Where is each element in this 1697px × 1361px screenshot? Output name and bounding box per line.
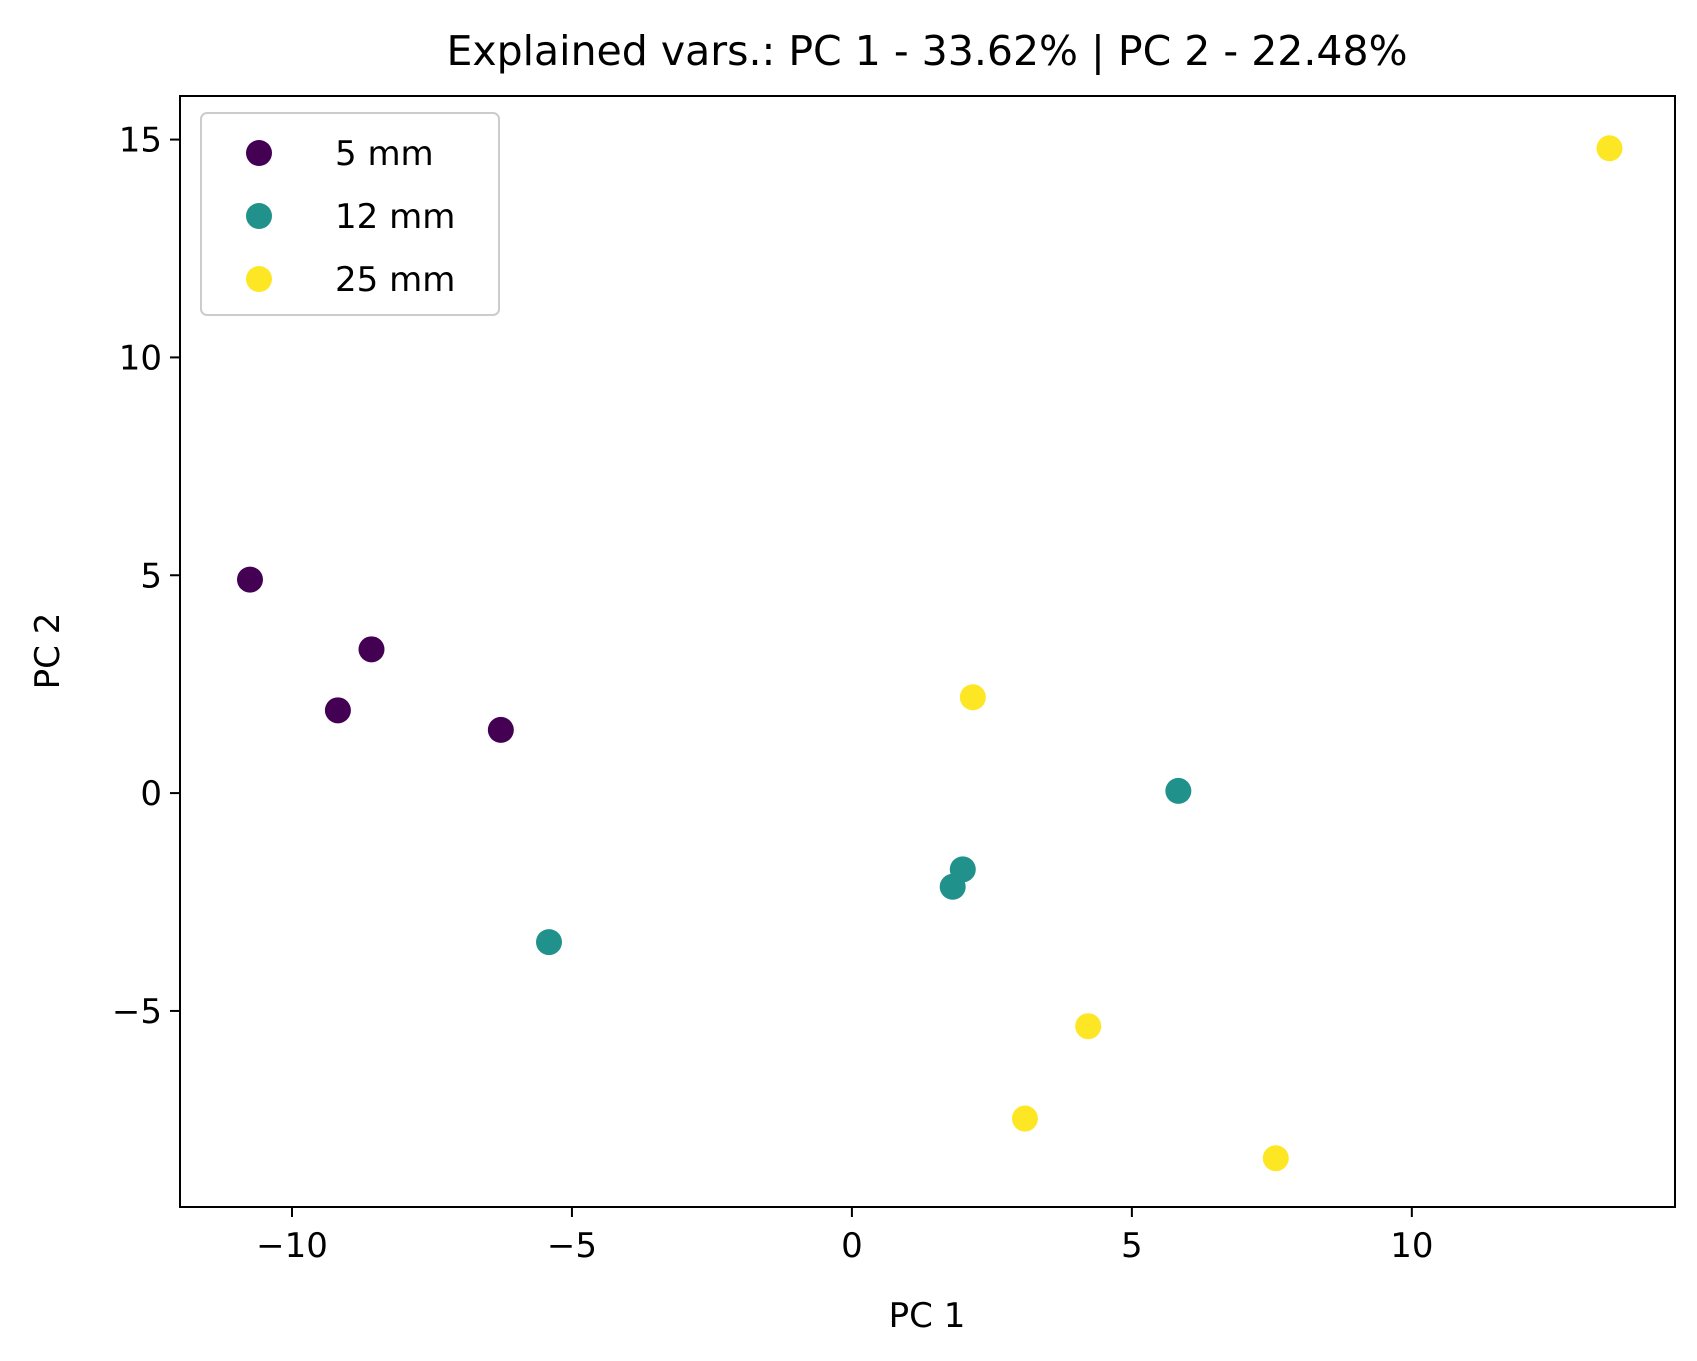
data-point <box>236 566 263 593</box>
legend-label: 5 mm <box>335 134 434 174</box>
series-12-mm <box>535 777 1192 956</box>
data-point <box>1011 1105 1038 1132</box>
data-point <box>358 636 385 663</box>
y-tick-label: −5 <box>112 992 162 1032</box>
series-25-mm <box>959 135 1623 1172</box>
x-tick-label: 10 <box>1390 1226 1433 1266</box>
legend-items: 5 mm 12 mm 25 mm <box>246 134 455 300</box>
legend-marker <box>246 266 272 292</box>
x-tick-label: −5 <box>547 1226 597 1266</box>
x-tick-label: 5 <box>1121 1226 1143 1266</box>
x-axis: −10 −5 0 5 10 <box>256 1207 1433 1266</box>
legend-marker <box>246 140 272 166</box>
data-point <box>1262 1145 1289 1172</box>
data-point <box>535 929 562 956</box>
legend-label: 25 mm <box>335 260 455 300</box>
x-tick-label: 0 <box>841 1226 863 1266</box>
y-tick-label: 5 <box>140 556 162 596</box>
data-point <box>487 716 514 743</box>
x-axis-label: PC 1 <box>889 1296 966 1336</box>
series-5-mm <box>236 566 514 743</box>
x-tick-label: −10 <box>256 1226 328 1266</box>
data-point <box>1075 1013 1102 1040</box>
legend-box <box>200 112 500 316</box>
y-axis: −5 0 5 10 15 <box>112 121 180 1032</box>
data-point <box>324 697 351 724</box>
plot-area <box>236 135 1623 1172</box>
data-point <box>1165 777 1192 804</box>
data-point <box>939 873 966 900</box>
y-tick-label: 0 <box>140 774 162 814</box>
data-point <box>959 684 986 711</box>
legend-marker <box>246 203 272 229</box>
chart-title: Explained vars.: PC 1 - 33.62% | PC 2 - … <box>446 27 1407 75</box>
y-axis-label: PC 2 <box>28 613 68 690</box>
y-tick-label: 15 <box>119 121 162 161</box>
axes-frame <box>179 95 1676 1208</box>
legend: 5 mm 12 mm 25 mm <box>200 112 500 316</box>
data-point <box>1596 135 1623 162</box>
legend-label: 12 mm <box>335 197 455 237</box>
y-tick-label: 10 <box>119 338 162 378</box>
